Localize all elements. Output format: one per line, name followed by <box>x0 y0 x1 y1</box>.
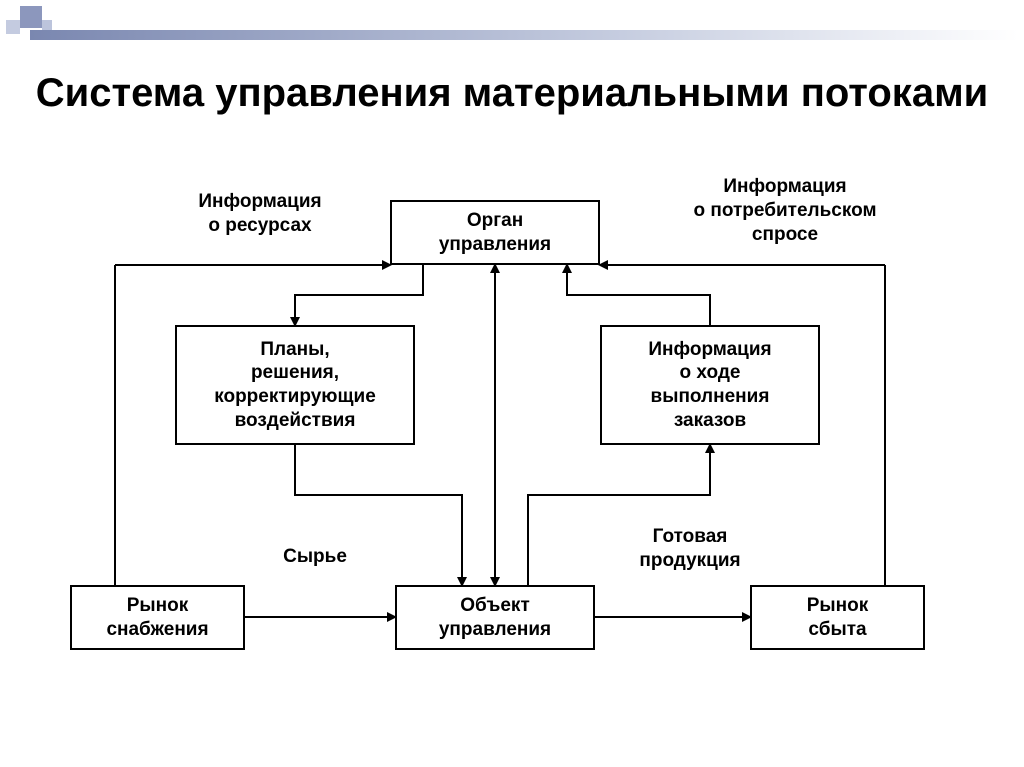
label-lbl-raw: Сырье <box>255 545 375 569</box>
deco-sq-1 <box>6 20 20 34</box>
slide-title: Система управления материальными потокам… <box>0 70 1024 116</box>
node-info: Информацияо ходевыполнениязаказов <box>600 325 820 445</box>
label-lbl-dem: Информацияо потребительскомспросе <box>645 175 925 246</box>
node-supply: Рынокснабжения <box>70 585 245 650</box>
edge-e-mgmt-plans <box>295 265 423 325</box>
label-lbl-prod: Готоваяпродукция <box>610 525 770 573</box>
node-plans: Планы,решения,корректирующиевоздействия <box>175 325 415 445</box>
edge-e-info-mgmt <box>567 265 710 325</box>
node-mgmt: Органуправления <box>390 200 600 265</box>
node-object: Объектуправления <box>395 585 595 650</box>
slide-top-bar <box>30 30 1018 40</box>
deco-sq-3 <box>42 20 52 30</box>
label-lbl-res: Информацияо ресурсах <box>160 190 360 238</box>
diagram-canvas: Органуправления Планы,решения,корректирую… <box>55 175 969 695</box>
deco-sq-2 <box>20 6 42 28</box>
node-sales: Рыноксбыта <box>750 585 925 650</box>
